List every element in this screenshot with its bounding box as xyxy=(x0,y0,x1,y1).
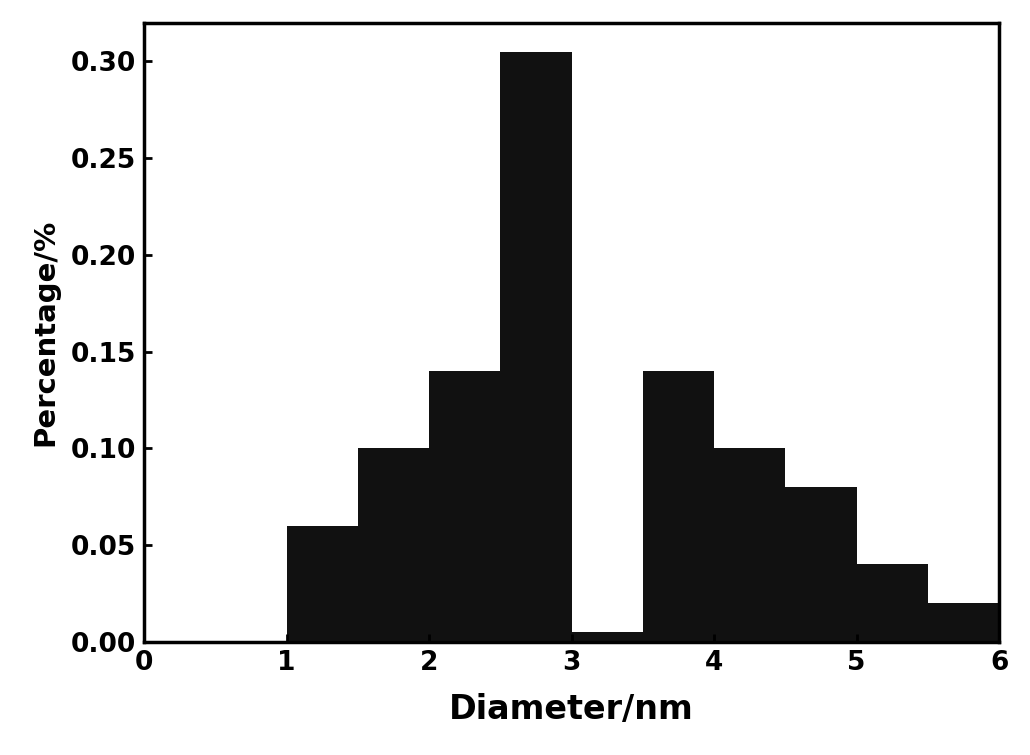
Bar xyxy=(928,603,999,642)
Bar xyxy=(430,371,501,642)
Bar xyxy=(357,448,430,642)
Bar xyxy=(857,565,928,642)
Bar xyxy=(572,632,643,642)
Bar xyxy=(785,487,857,642)
Y-axis label: Percentage/%: Percentage/% xyxy=(31,219,60,445)
Bar xyxy=(501,51,572,642)
Bar xyxy=(286,525,358,642)
X-axis label: Diameter/nm: Diameter/nm xyxy=(449,693,694,726)
Bar xyxy=(714,448,785,642)
Bar xyxy=(643,371,714,642)
